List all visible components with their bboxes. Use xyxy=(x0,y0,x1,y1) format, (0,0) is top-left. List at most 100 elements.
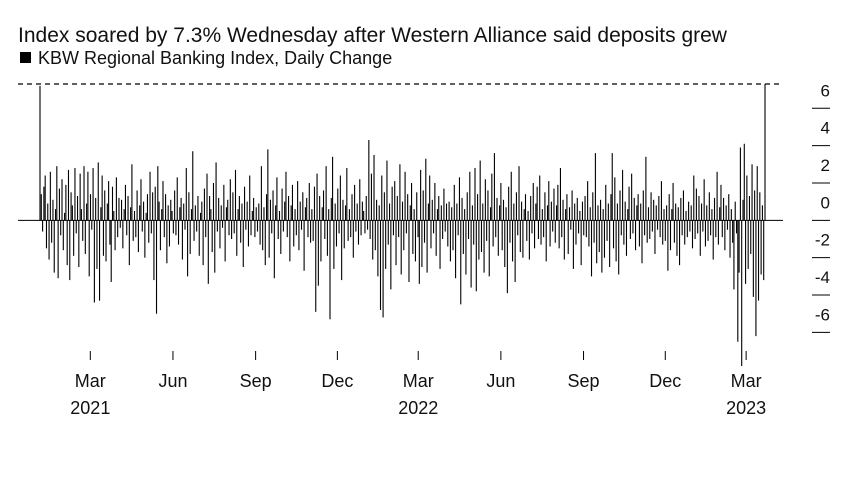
bar xyxy=(439,220,441,269)
bar xyxy=(662,220,664,245)
bar xyxy=(92,168,94,221)
bar xyxy=(249,175,251,221)
bar xyxy=(75,220,77,234)
bar xyxy=(576,197,578,221)
bar xyxy=(44,175,46,221)
bar xyxy=(110,220,112,282)
bar xyxy=(583,220,585,236)
bar xyxy=(580,220,582,266)
bar xyxy=(267,149,269,221)
bar xyxy=(445,203,448,221)
bar xyxy=(224,220,226,262)
bar xyxy=(143,201,145,221)
bar xyxy=(469,171,471,221)
bar xyxy=(620,220,622,236)
bar xyxy=(497,220,499,256)
bar xyxy=(168,220,171,247)
bar xyxy=(54,209,57,221)
bar xyxy=(429,175,431,221)
bar xyxy=(194,205,196,221)
bar xyxy=(188,192,190,221)
bar xyxy=(140,179,142,221)
bar xyxy=(513,203,515,221)
y-tick-label: -2 xyxy=(815,231,830,250)
bar xyxy=(175,220,177,236)
bar xyxy=(501,220,503,251)
bar xyxy=(757,220,760,301)
bar xyxy=(477,194,479,221)
bar xyxy=(348,209,350,221)
bar xyxy=(376,199,378,221)
bar xyxy=(703,179,705,221)
bar xyxy=(56,166,58,221)
legend-label: KBW Regional Banking Index, Daily Change xyxy=(38,48,392,68)
bar xyxy=(517,220,519,236)
bar xyxy=(534,220,536,249)
bar xyxy=(396,196,398,221)
bar xyxy=(737,220,739,342)
bar xyxy=(457,220,459,236)
bar xyxy=(123,209,125,221)
bar xyxy=(244,186,246,221)
bar xyxy=(52,199,54,221)
bar xyxy=(571,190,573,221)
bar xyxy=(254,220,256,238)
bar xyxy=(339,175,341,221)
bar xyxy=(729,220,731,258)
bar xyxy=(522,220,524,258)
bar xyxy=(280,220,282,254)
bar xyxy=(272,190,274,221)
bar xyxy=(444,220,446,232)
bar xyxy=(676,220,678,256)
bar xyxy=(67,169,70,221)
bar xyxy=(420,169,422,221)
bar xyxy=(319,196,321,221)
bar xyxy=(236,220,238,256)
bar xyxy=(53,220,55,273)
bar xyxy=(539,175,541,221)
bar xyxy=(474,168,476,221)
bar xyxy=(313,186,316,221)
bar xyxy=(509,220,511,243)
bar xyxy=(361,201,363,221)
bar xyxy=(680,197,682,221)
bar xyxy=(334,203,336,221)
bar xyxy=(442,220,444,240)
bar xyxy=(329,220,331,320)
x-year-label: 2023 xyxy=(726,398,766,418)
bar xyxy=(82,220,84,241)
bar xyxy=(530,196,532,221)
bar xyxy=(684,220,686,245)
bar xyxy=(170,199,172,221)
bar xyxy=(622,169,624,221)
bar xyxy=(741,220,743,366)
bar xyxy=(205,220,207,238)
bar xyxy=(343,220,345,249)
bar xyxy=(351,194,353,221)
bar xyxy=(634,220,637,251)
bar xyxy=(409,205,411,221)
bar xyxy=(416,192,418,221)
bar xyxy=(263,207,265,221)
bar xyxy=(552,220,554,232)
bar xyxy=(233,220,235,234)
bar xyxy=(605,184,607,221)
bar xyxy=(308,182,310,221)
y-tick-label: 2 xyxy=(821,156,830,175)
bar xyxy=(567,220,569,254)
bar xyxy=(180,197,182,221)
bar xyxy=(163,220,165,238)
bar xyxy=(383,192,385,221)
bar xyxy=(502,199,505,221)
bar xyxy=(324,220,326,240)
bar xyxy=(625,220,628,256)
bar xyxy=(99,220,101,301)
bar xyxy=(215,162,217,221)
bar xyxy=(211,220,213,253)
bar xyxy=(707,220,709,241)
bar xyxy=(246,201,248,221)
bar xyxy=(492,220,494,247)
bar xyxy=(242,220,244,268)
